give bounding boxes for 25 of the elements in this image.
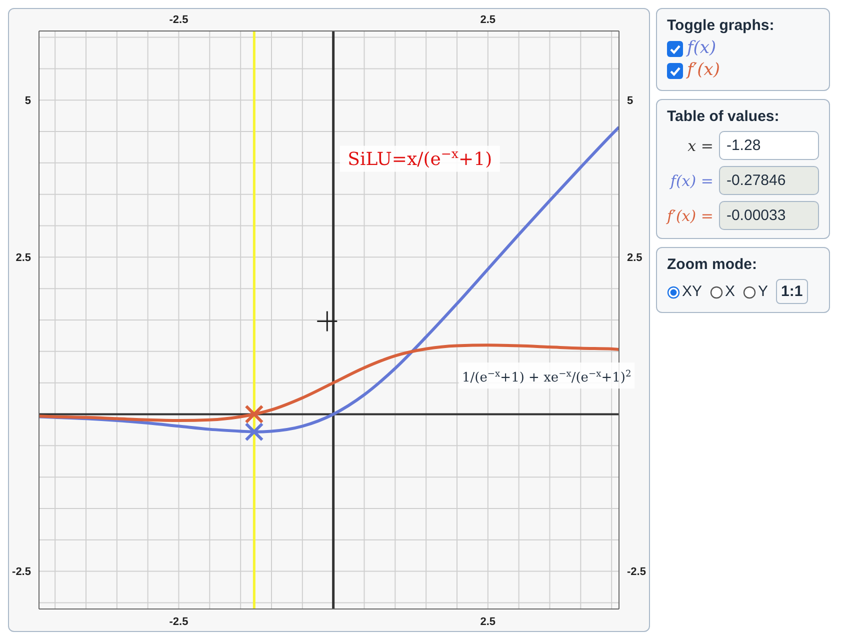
text: X (725, 283, 736, 300)
text: x = (688, 136, 714, 154)
y2-tick-label: 5 (627, 95, 634, 108)
y-tick-label: 2.5 (16, 252, 31, 264)
legend-title: Toggle graphs: (667, 17, 774, 34)
text: -0.00033 (726, 207, 786, 224)
x2-tick-label: 2.5 (480, 14, 496, 26)
text: -1.28 (726, 137, 761, 154)
text: f(x) = (670, 172, 714, 190)
x2-tick-label: -2.5 (169, 14, 188, 26)
text: f′(x) = (667, 206, 714, 224)
annotation: SiLU=x/(e$^{−x}$+1) (348, 145, 492, 170)
text: -0.27846 (726, 172, 786, 189)
text: f(x) (687, 38, 716, 58)
y-tick-label: 5 (24, 95, 31, 108)
annotation: 1/(e$^{−x}$+1) + xe$^{−x}$/(e$^{−x}$+1)$^{2}$ (462, 370, 632, 386)
text: Zoom mode: (667, 256, 757, 273)
text: 1:1 (781, 283, 803, 300)
text: f′(x) (687, 60, 720, 80)
y2-tick-label: -2.5 (627, 566, 646, 578)
text: Table of values: (667, 108, 780, 125)
text: XY (682, 283, 702, 300)
y2-tick-label: 2.5 (627, 252, 642, 264)
y-tick-label: -2.5 (12, 566, 31, 578)
text: Y (758, 283, 768, 300)
